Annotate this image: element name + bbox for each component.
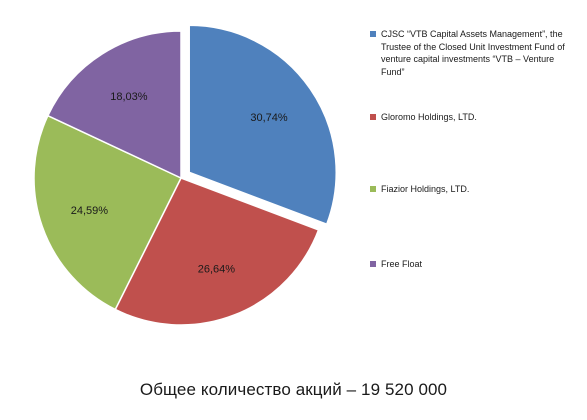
- legend-swatch-fiazior: [370, 186, 376, 192]
- pie-slice-labels: 30,74% 26,64% 24,59% 18,03%: [71, 91, 288, 275]
- legend-swatch-cjsc-vtb: [370, 31, 376, 37]
- legend-item-gloromo: Gloromo Holdings, LTD.: [370, 111, 576, 124]
- pie-value-label-cjsc-vtb: 30,74%: [250, 112, 288, 124]
- legend-label-cjsc-vtb: CJSC “VTB Capital Assets Management”, th…: [381, 29, 565, 77]
- legend-label-free-float: Free Float: [381, 259, 423, 269]
- total-shares-caption: Общее количество акций – 19 520 000: [139, 380, 448, 399]
- legend-label-fiazior: Fiazior Holdings, LTD.: [381, 184, 470, 194]
- pie-slice-free-float: [46, 30, 182, 180]
- legend-swatch-gloromo: [370, 114, 376, 120]
- legend-item-free-float: Free Float: [370, 258, 576, 271]
- pie-slices: [33, 24, 337, 326]
- legend-swatch-free-float: [370, 261, 376, 267]
- pie-slice-cjsc-vtb: [188, 24, 337, 226]
- legend-item-cjsc-vtb: CJSC “VTB Capital Assets Management”, th…: [370, 28, 576, 78]
- pie-slice-gloromo: [114, 177, 320, 326]
- pie-slice-fiazior: [33, 114, 183, 311]
- pie-value-label-free-float: 18,03%: [110, 91, 148, 103]
- legend-label-gloromo: Gloromo Holdings, LTD.: [381, 112, 477, 122]
- pie-value-label-fiazior: 24,59%: [71, 205, 109, 217]
- pie-value-label-gloromo: 26,64%: [198, 263, 236, 275]
- legend-item-fiazior: Fiazior Holdings, LTD.: [370, 183, 576, 196]
